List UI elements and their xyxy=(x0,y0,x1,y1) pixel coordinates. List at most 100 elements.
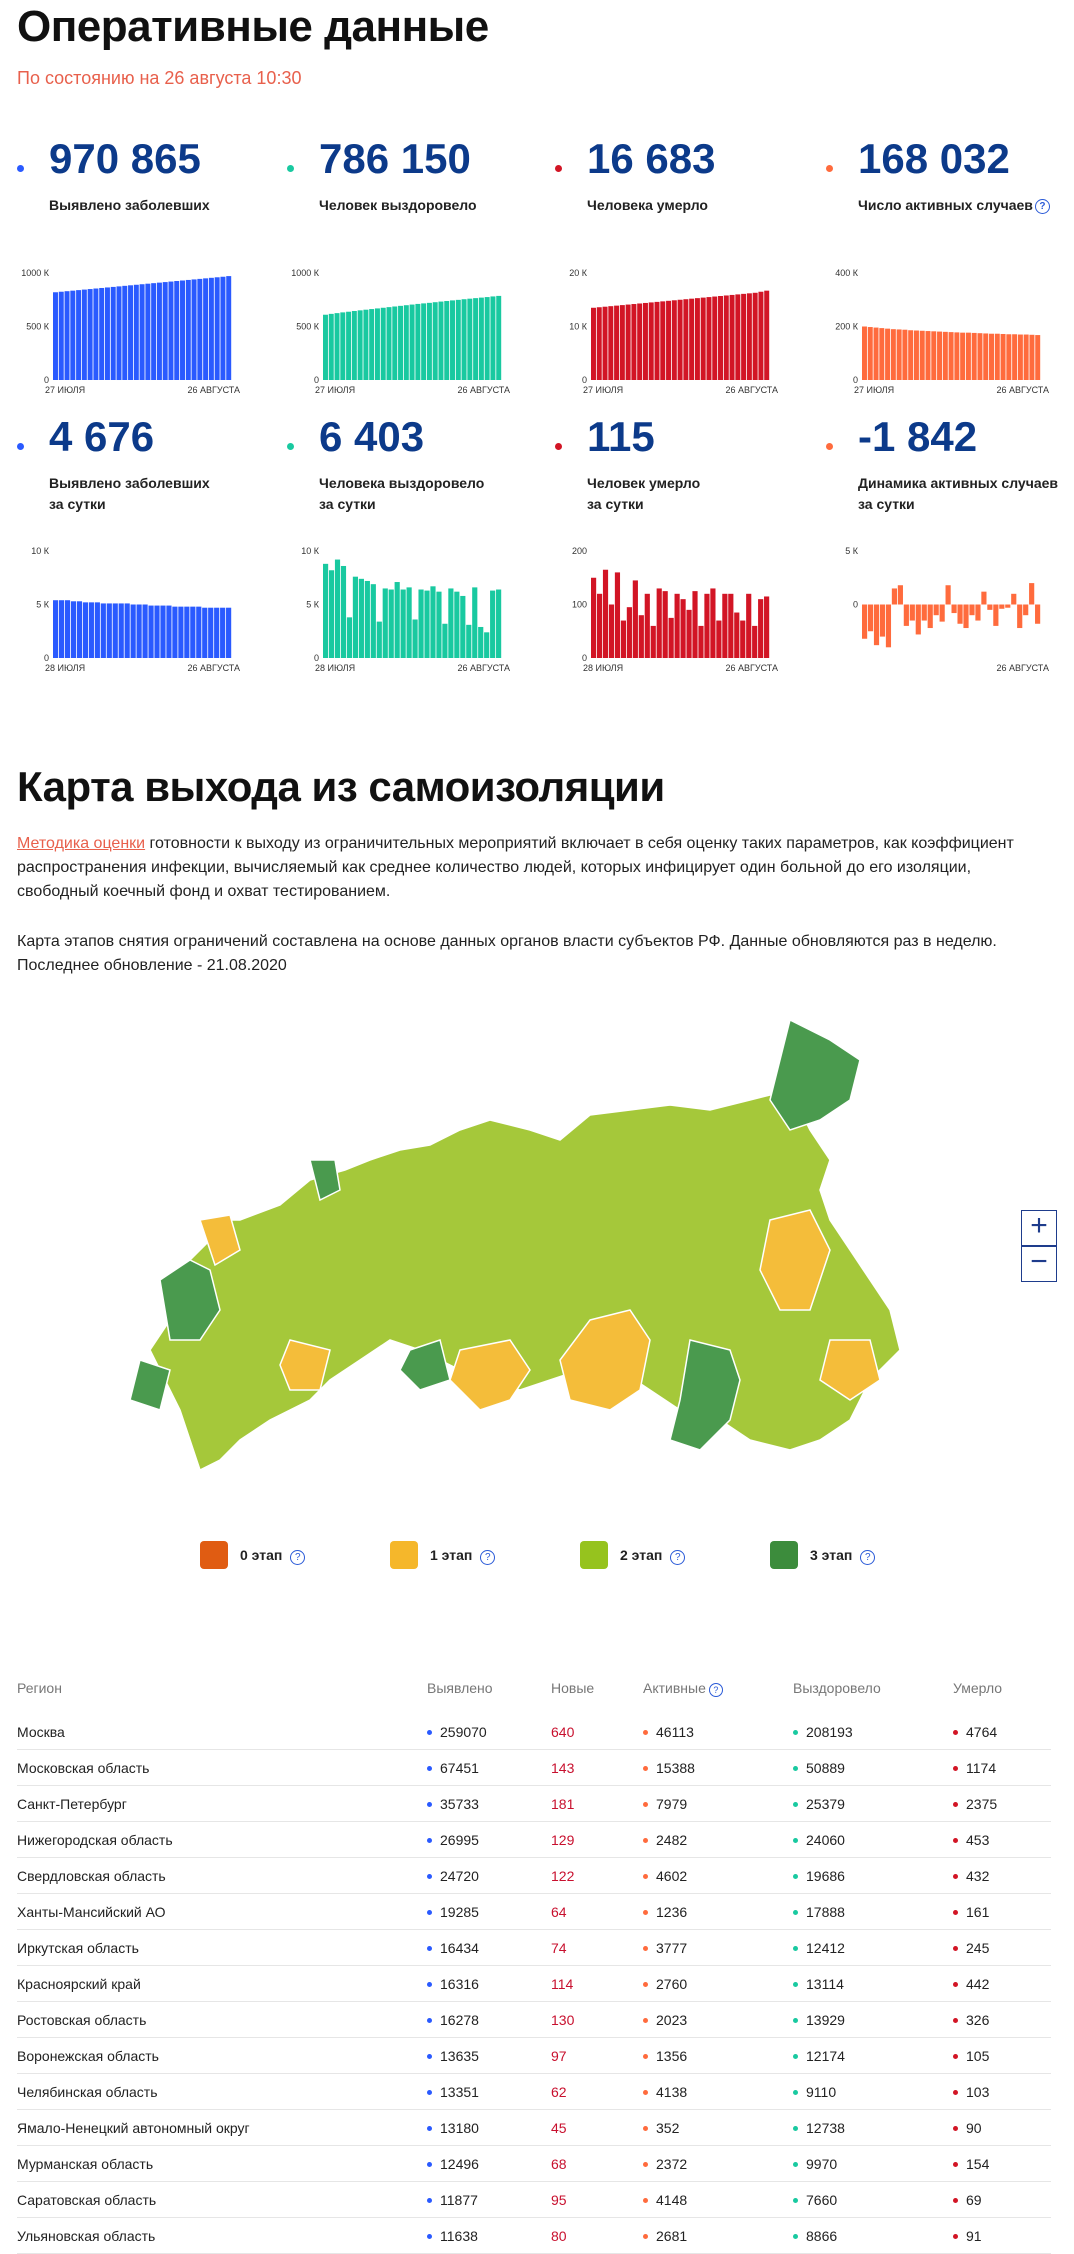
chart-bar xyxy=(190,606,196,658)
active-count: 46113 xyxy=(643,1714,793,1750)
chart-bar xyxy=(1000,333,1006,380)
stat-value: 786 150 xyxy=(319,135,471,182)
cell-text: 16278 xyxy=(440,2011,479,2028)
deaths-count: 105 xyxy=(953,2037,1051,2074)
help-icon[interactable]: ? xyxy=(860,1550,876,1565)
table-row[interactable]: Санкт-Петербург 35733 181 7979 25379 2375 xyxy=(17,1785,1051,1822)
map-region-stage1[interactable] xyxy=(199,1214,241,1267)
map-region-stage3[interactable] xyxy=(399,1339,451,1391)
col-deaths[interactable]: Умерло xyxy=(953,1680,1003,1696)
stat-label: Число активных случаев? xyxy=(858,195,1050,216)
table-row[interactable]: Красноярский край 16316 114 2760 13114 442 xyxy=(17,1965,1051,2002)
table-row[interactable]: Ростовская область 16278 130 2023 13929 326 xyxy=(17,2001,1051,2038)
cell-text: 80 xyxy=(551,2227,567,2244)
chart-bar xyxy=(388,589,394,658)
x-tick-label: 28 ИЮЛЯ xyxy=(45,663,85,673)
chart-bar xyxy=(1011,593,1017,605)
chart-bar xyxy=(166,605,172,658)
dot-icon xyxy=(953,1873,958,1879)
stat-label: Выявлено заболевших за сутки xyxy=(49,473,210,515)
chart-bar xyxy=(694,298,700,380)
chart-bar xyxy=(710,588,716,658)
y-tick-label: 0 xyxy=(44,653,49,663)
stat-label-line2: за сутки xyxy=(319,496,376,512)
chart-bar xyxy=(136,604,142,658)
deaths-count: 161 xyxy=(953,1893,1051,1930)
russia-map[interactable] xyxy=(130,1020,950,1500)
x-tick-label: 26 АВГУСТА xyxy=(457,385,510,395)
help-icon[interactable]: ? xyxy=(1034,199,1050,214)
chart-bar xyxy=(160,605,166,658)
x-tick-label: 26 АВГУСТА xyxy=(725,663,778,673)
col-region[interactable]: Регион xyxy=(17,1680,62,1696)
confirmed-count: 13351 xyxy=(427,2073,551,2110)
dot-icon xyxy=(793,1729,798,1735)
dot-icon xyxy=(427,1729,432,1735)
table-row[interactable]: Челябинская область 13351 62 4138 9110 103 xyxy=(17,2073,1051,2110)
table-row[interactable]: Московская область 67451 143 15388 50889 1174 xyxy=(17,1749,1051,1786)
zoom-in-button[interactable]: + xyxy=(1021,1210,1057,1246)
table-row[interactable]: Иркутская область 16434 74 3777 12412 245 xyxy=(17,1929,1051,1966)
zoom-out-button[interactable]: − xyxy=(1021,1246,1057,1282)
table-row[interactable]: Москва 259070 640 46113 208193 4764 xyxy=(17,1714,1051,1750)
dot-icon xyxy=(643,2197,648,2203)
chart-bar xyxy=(993,604,999,626)
chart-bar xyxy=(376,621,382,658)
chart-bar xyxy=(106,603,112,658)
method-link[interactable]: Методика оценки xyxy=(17,835,146,852)
y-tick-label: 5 К xyxy=(306,600,320,610)
col-confirmed[interactable]: Выявлено xyxy=(427,1680,493,1696)
table-row[interactable]: Мурманская область 12496 68 2372 9970 154 xyxy=(17,2145,1051,2182)
chart-bar xyxy=(94,602,100,658)
map-region-stage3[interactable] xyxy=(769,1020,861,1131)
chart-bar xyxy=(174,281,180,380)
table-row[interactable]: Нижегородская область 26995 129 2482 24060 45… xyxy=(17,1821,1051,1858)
cell-text: 19686 xyxy=(806,1867,845,1884)
col-recovered[interactable]: Выздоровело xyxy=(793,1680,881,1696)
col-active[interactable]: Активные? xyxy=(643,1680,793,1714)
chart-bar xyxy=(728,593,734,658)
map-region-stage1[interactable] xyxy=(559,1309,651,1411)
table-row[interactable]: Ямало-Ненецкий автономный округ 13180 45 35… xyxy=(17,2109,1051,2146)
col-new[interactable]: Новые xyxy=(551,1680,595,1696)
region-name: Саратовская область xyxy=(17,2181,427,2218)
chart-bar xyxy=(352,576,358,658)
map-region-stage1[interactable] xyxy=(759,1209,831,1311)
cell-text: Иркутская область xyxy=(17,1939,139,1956)
help-icon[interactable]: ? xyxy=(708,1683,723,1697)
y-tick-label: 500 К xyxy=(296,322,320,332)
table-row[interactable]: Ханты-Мансийский АО 19285 64 1236 17888 161 xyxy=(17,1893,1051,1930)
chart-bar xyxy=(965,332,971,380)
chart-bar xyxy=(197,278,203,380)
dot-icon xyxy=(427,1873,432,1879)
chart-bar xyxy=(178,606,184,658)
dot-icon xyxy=(793,1981,798,1987)
table-row[interactable]: Саратовская область 11877 95 4148 7660 69 xyxy=(17,2181,1051,2218)
method-text: готовности к выходу из ограничительных м… xyxy=(17,835,1014,900)
table-row[interactable]: Воронежская область 13635 97 1356 12174 105 xyxy=(17,2037,1051,2074)
new-count: 64 xyxy=(551,1893,643,1930)
chart-bar xyxy=(608,306,614,380)
table-row[interactable]: Свердловская область 24720 122 4602 19686 432 xyxy=(17,1857,1051,1894)
chart-bar xyxy=(220,276,226,380)
table-row[interactable]: Ульяновская область 11638 80 2681 8866 91 xyxy=(17,2217,1051,2254)
map-region-stage3[interactable] xyxy=(669,1339,741,1451)
chart-bar xyxy=(104,287,110,380)
cell-text: 11877 xyxy=(440,2191,478,2208)
cell-text: 97 xyxy=(551,2047,567,2064)
dot-icon xyxy=(643,2089,648,2095)
map-region-stage1[interactable] xyxy=(449,1339,531,1411)
new-count: 129 xyxy=(551,1821,643,1858)
map-region-stage3[interactable] xyxy=(309,1159,341,1202)
help-icon[interactable]: ? xyxy=(290,1550,306,1565)
chart-bar xyxy=(939,604,945,622)
cell-text: 15388 xyxy=(656,1759,695,1776)
cell-text: 16316 xyxy=(440,1975,479,1992)
help-icon[interactable]: ? xyxy=(480,1550,496,1565)
help-icon[interactable]: ? xyxy=(670,1550,686,1565)
map-region-stage3[interactable] xyxy=(159,1259,221,1341)
map-region-stage1[interactable] xyxy=(819,1339,881,1401)
map-region-stage3[interactable] xyxy=(130,1359,171,1411)
map-region-stage1[interactable] xyxy=(279,1339,331,1391)
x-tick-label: 26 АВГУСТА xyxy=(996,385,1049,395)
